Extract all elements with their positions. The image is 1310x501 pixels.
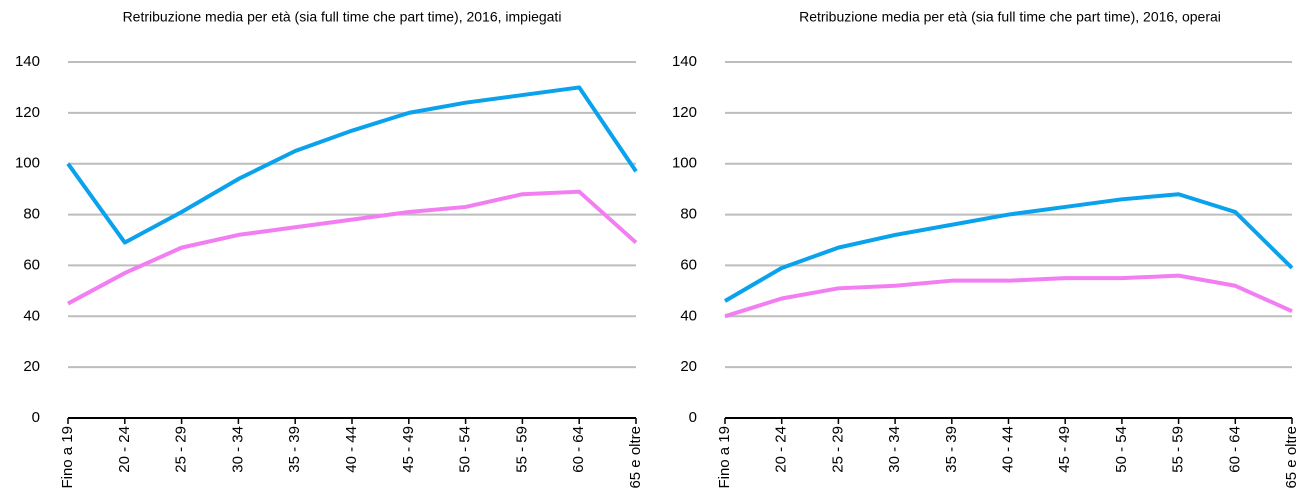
x-tick-label: 65 e oltre bbox=[627, 426, 644, 489]
y-tick-label: 80 bbox=[680, 206, 697, 223]
x-tick-label: 25 - 29 bbox=[829, 426, 846, 473]
chart-title: Retribuzione media per età (sia full tim… bbox=[123, 9, 562, 25]
y-tick-label: 120 bbox=[672, 104, 697, 121]
y-tick-label: 20 bbox=[680, 358, 697, 375]
x-tick-label: 60 - 64 bbox=[1226, 426, 1243, 473]
x-tick-label: 40 - 44 bbox=[343, 426, 360, 473]
x-tick-label: 40 - 44 bbox=[999, 426, 1016, 473]
series-line bbox=[67, 189, 638, 306]
y-tick-label: 140 bbox=[15, 53, 40, 70]
y-tick-label: 40 bbox=[23, 307, 40, 324]
x-tick-label: 30 - 34 bbox=[886, 426, 903, 473]
y-tick-label: 40 bbox=[680, 307, 697, 324]
y-tick-label: 80 bbox=[23, 206, 40, 223]
x-tick-label: 35 - 39 bbox=[286, 426, 303, 473]
x-tick-label: 30 - 34 bbox=[229, 426, 246, 473]
y-tick-label: 20 bbox=[23, 358, 40, 375]
x-tick-label: 20 - 24 bbox=[773, 426, 790, 473]
x-tick-label: 50 - 54 bbox=[457, 426, 474, 473]
series-line bbox=[724, 273, 1293, 319]
x-tick-label: 25 - 29 bbox=[173, 426, 190, 473]
x-tick-label: 45 - 49 bbox=[400, 426, 417, 473]
y-tick-label: 100 bbox=[672, 155, 697, 172]
x-tick-label: 55 - 59 bbox=[513, 426, 530, 473]
x-tick-label: 55 - 59 bbox=[1170, 426, 1187, 473]
y-tick-label: 60 bbox=[680, 256, 697, 273]
x-tick-label: 65 e oltre bbox=[1283, 426, 1300, 489]
chart-title: Retribuzione media per età (sia full tim… bbox=[799, 9, 1221, 25]
x-tick-label: 35 - 39 bbox=[943, 426, 960, 473]
y-tick-label: 0 bbox=[689, 409, 697, 426]
y-tick-label: 120 bbox=[15, 104, 40, 121]
y-tick-label: 100 bbox=[15, 155, 40, 172]
x-tick-label: 50 - 54 bbox=[1113, 426, 1130, 473]
x-tick-label: 20 - 24 bbox=[116, 426, 133, 473]
series-line bbox=[66, 85, 638, 245]
x-tick-label: 60 - 64 bbox=[570, 426, 587, 473]
y-tick-label: 140 bbox=[672, 53, 697, 70]
x-tick-label: Fino a 19 bbox=[59, 426, 76, 489]
x-tick-label: 45 - 49 bbox=[1056, 426, 1073, 473]
y-tick-label: 0 bbox=[32, 409, 40, 426]
series-line bbox=[723, 192, 1294, 303]
x-tick-label: Fino a 19 bbox=[716, 426, 733, 489]
y-tick-label: 60 bbox=[23, 256, 40, 273]
